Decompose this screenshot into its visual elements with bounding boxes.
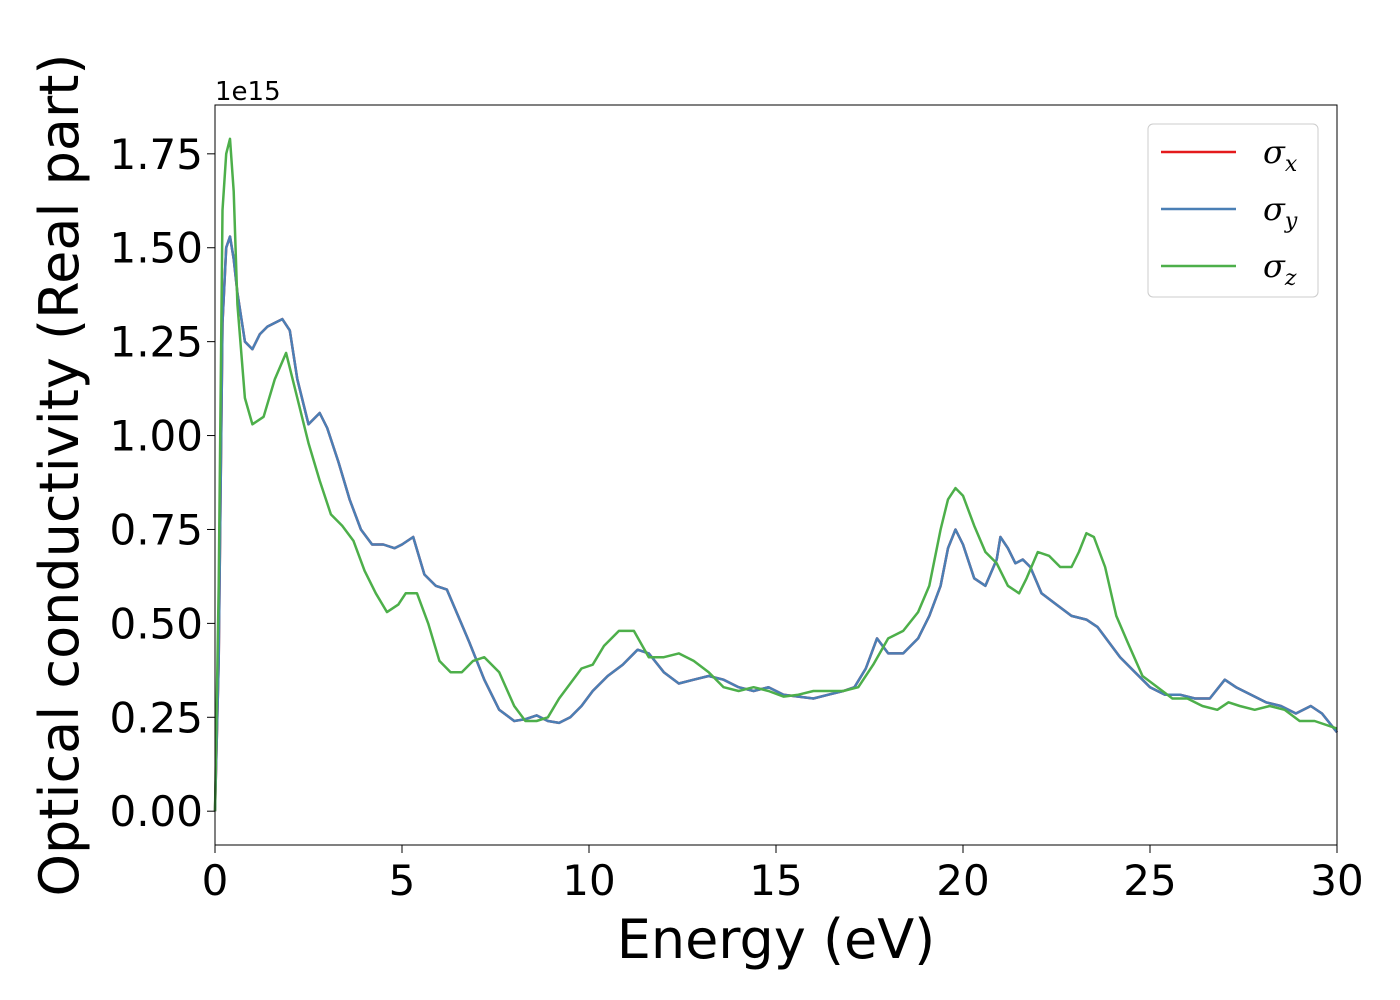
x-tick-label: 10	[562, 856, 615, 905]
y-axis: 0.00 0.25 0.50 0.75 1.00 1.25 1.50 1.75	[109, 130, 215, 836]
y-offset-label: 1e15	[215, 77, 281, 107]
y-axis-title: Optical conductivity (Real part)	[28, 54, 91, 897]
y-tick-label: 1.50	[109, 224, 203, 273]
x-tick-label: 15	[749, 856, 802, 905]
x-axis: 0 5 10 15 20 25 30	[202, 845, 1364, 905]
series-line-sigma-y	[213, 235, 1338, 812]
x-tick-label: 25	[1123, 856, 1176, 905]
x-tick-label: 30	[1310, 856, 1363, 905]
y-tick-label: 1.25	[109, 318, 203, 367]
y-tick-label: 0.75	[109, 505, 203, 554]
x-tick-label: 0	[202, 856, 229, 905]
y-tick-label: 0.25	[109, 693, 203, 742]
y-tick-label: 0.50	[109, 599, 203, 648]
x-tick-label: 20	[936, 856, 989, 905]
series-layer	[213, 137, 1338, 812]
series-line-sigma-z	[213, 137, 1338, 812]
x-tick-label: 5	[389, 856, 416, 905]
legend-box	[1147, 123, 1319, 298]
y-tick-label: 1.00	[109, 412, 203, 461]
x-axis-title: Energy (eV)	[617, 908, 936, 971]
y-tick-label: 0.00	[109, 787, 203, 836]
y-tick-label: 1.75	[109, 130, 203, 179]
